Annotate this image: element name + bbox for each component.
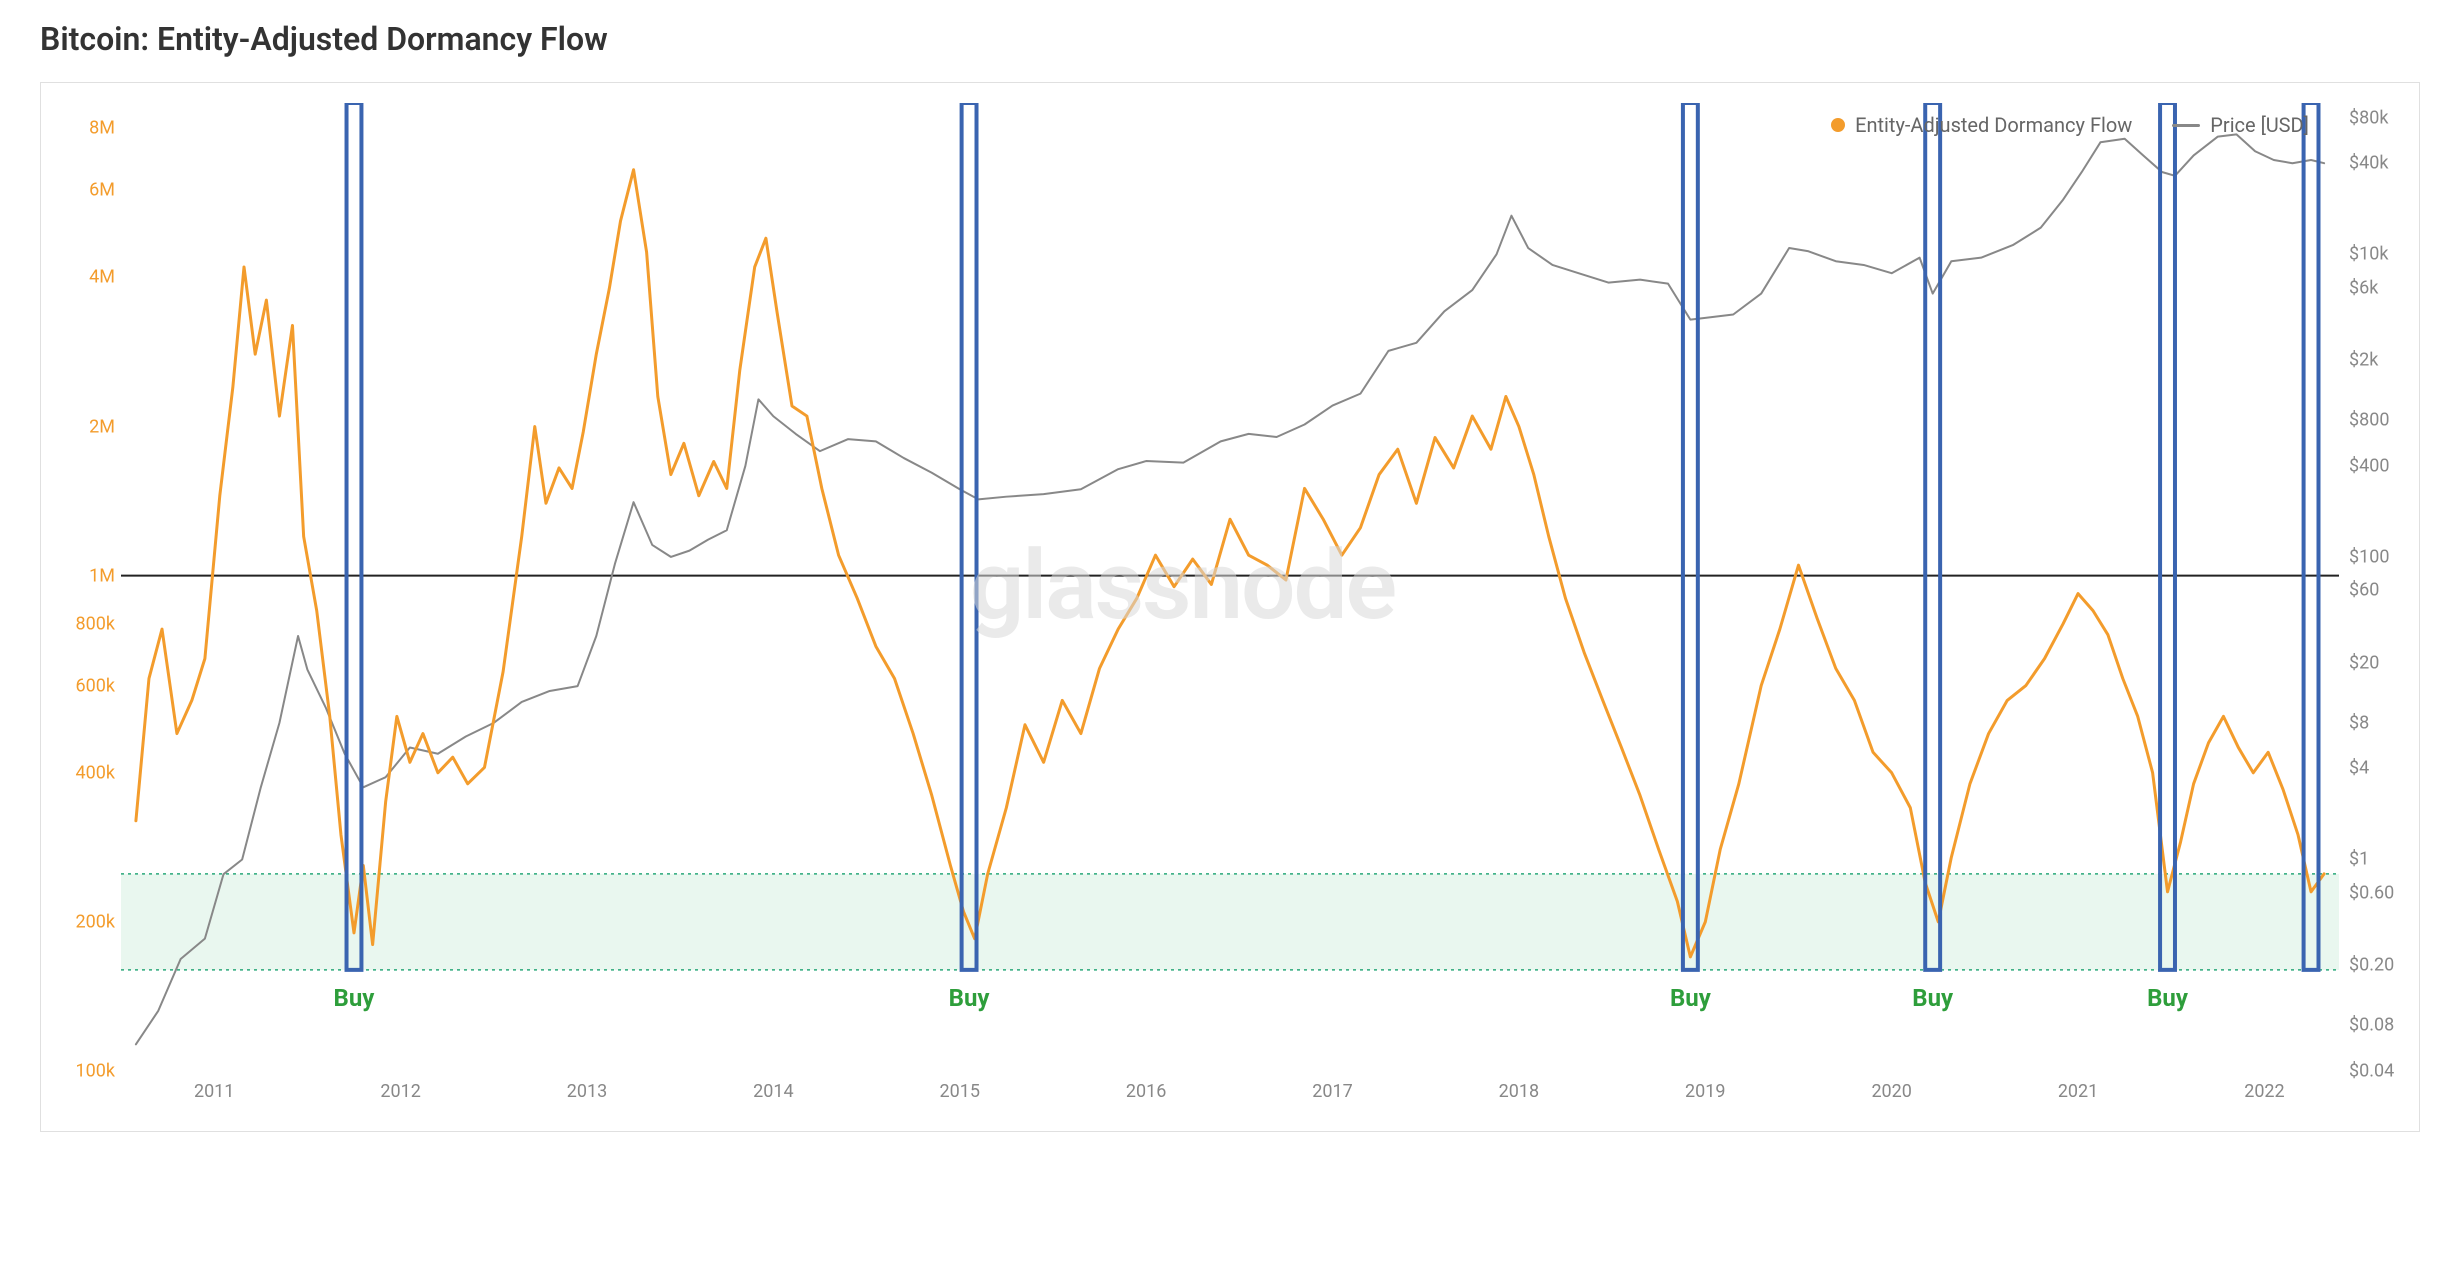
x-tick: 2011 xyxy=(194,1081,234,1102)
y-left-tick: 1M xyxy=(89,565,115,586)
chart-plot-area[interactable]: Buy Buy Buy Buy Buy xyxy=(121,103,2339,1071)
y-right-tick: $800 xyxy=(2349,410,2389,431)
y-left-tick: 4M xyxy=(89,267,115,288)
y-right-tick: $60 xyxy=(2349,580,2379,601)
y-left-tick: 200k xyxy=(76,911,115,932)
y-left-tick: 400k xyxy=(76,762,115,783)
y-right-tick: $2k xyxy=(2349,350,2378,371)
y-left-tick: 8M xyxy=(89,118,115,139)
y-left-tick: 800k xyxy=(76,613,115,634)
y-right-tick: $1 xyxy=(2349,849,2369,870)
x-tick: 2018 xyxy=(1499,1081,1539,1102)
chart-title: Bitcoin: Entity-Adjusted Dormancy Flow xyxy=(40,20,2420,58)
y-right-axis: $0.04$0.08$0.20$0.60$1$4$8$20$60$100$400… xyxy=(2345,103,2415,1071)
x-tick: 2012 xyxy=(380,1081,420,1102)
y-right-tick: $6k xyxy=(2349,277,2378,298)
y-left-tick: 2M xyxy=(89,416,115,437)
x-axis: 2011 2012 2013 2014 2015 2016 2017 2018 2019 2020… xyxy=(121,1081,2339,1111)
legend-label: Price [USD] xyxy=(2210,113,2309,137)
legend-item-dormancy[interactable]: Entity-Adjusted Dormancy Flow xyxy=(1831,113,2132,137)
x-tick: 2014 xyxy=(753,1081,793,1102)
legend: Entity-Adjusted Dormancy Flow Price [USD… xyxy=(1831,113,2309,137)
x-tick: 2013 xyxy=(567,1081,607,1102)
buy-label: Buy xyxy=(2147,984,2188,1012)
y-left-tick: 100k xyxy=(76,1061,115,1082)
y-right-tick: $40k xyxy=(2349,153,2388,174)
chart-container: glassnode Entity-Adjusted Dormancy Flow … xyxy=(40,82,2420,1132)
legend-item-price[interactable]: Price [USD] xyxy=(2172,113,2309,137)
y-right-tick: $4 xyxy=(2349,758,2369,779)
y-right-tick: $100 xyxy=(2349,546,2389,567)
y-left-tick: 600k xyxy=(76,675,115,696)
y-right-tick: $0.04 xyxy=(2349,1061,2394,1082)
legend-marker-line xyxy=(2172,124,2200,127)
legend-label: Entity-Adjusted Dormancy Flow xyxy=(1855,113,2132,137)
x-tick: 2017 xyxy=(1312,1081,1352,1102)
y-left-axis: 100k200k400k600k800k1M2M4M6M8M xyxy=(49,103,119,1071)
x-tick: 2022 xyxy=(2244,1081,2284,1102)
x-tick: 2016 xyxy=(1126,1081,1166,1102)
y-right-tick: $20 xyxy=(2349,652,2379,673)
x-tick: 2019 xyxy=(1685,1081,1725,1102)
x-tick: 2020 xyxy=(1871,1081,1911,1102)
buy-label: Buy xyxy=(1670,984,1711,1012)
y-right-tick: $80k xyxy=(2349,107,2388,128)
chart-svg xyxy=(121,103,2339,1071)
x-tick: 2015 xyxy=(940,1081,980,1102)
legend-marker-dot xyxy=(1831,118,1845,132)
y-right-tick: $0.08 xyxy=(2349,1015,2394,1036)
y-right-tick: $400 xyxy=(2349,455,2389,476)
y-left-tick: 6M xyxy=(89,180,115,201)
buy-label: Buy xyxy=(949,984,990,1012)
y-right-tick: $0.60 xyxy=(2349,883,2394,904)
y-right-tick: $10k xyxy=(2349,244,2388,265)
x-tick: 2021 xyxy=(2058,1081,2098,1102)
y-right-tick: $0.20 xyxy=(2349,955,2394,976)
y-right-tick: $8 xyxy=(2349,712,2369,733)
buy-label: Buy xyxy=(1912,984,1953,1012)
buy-label: Buy xyxy=(334,984,375,1012)
